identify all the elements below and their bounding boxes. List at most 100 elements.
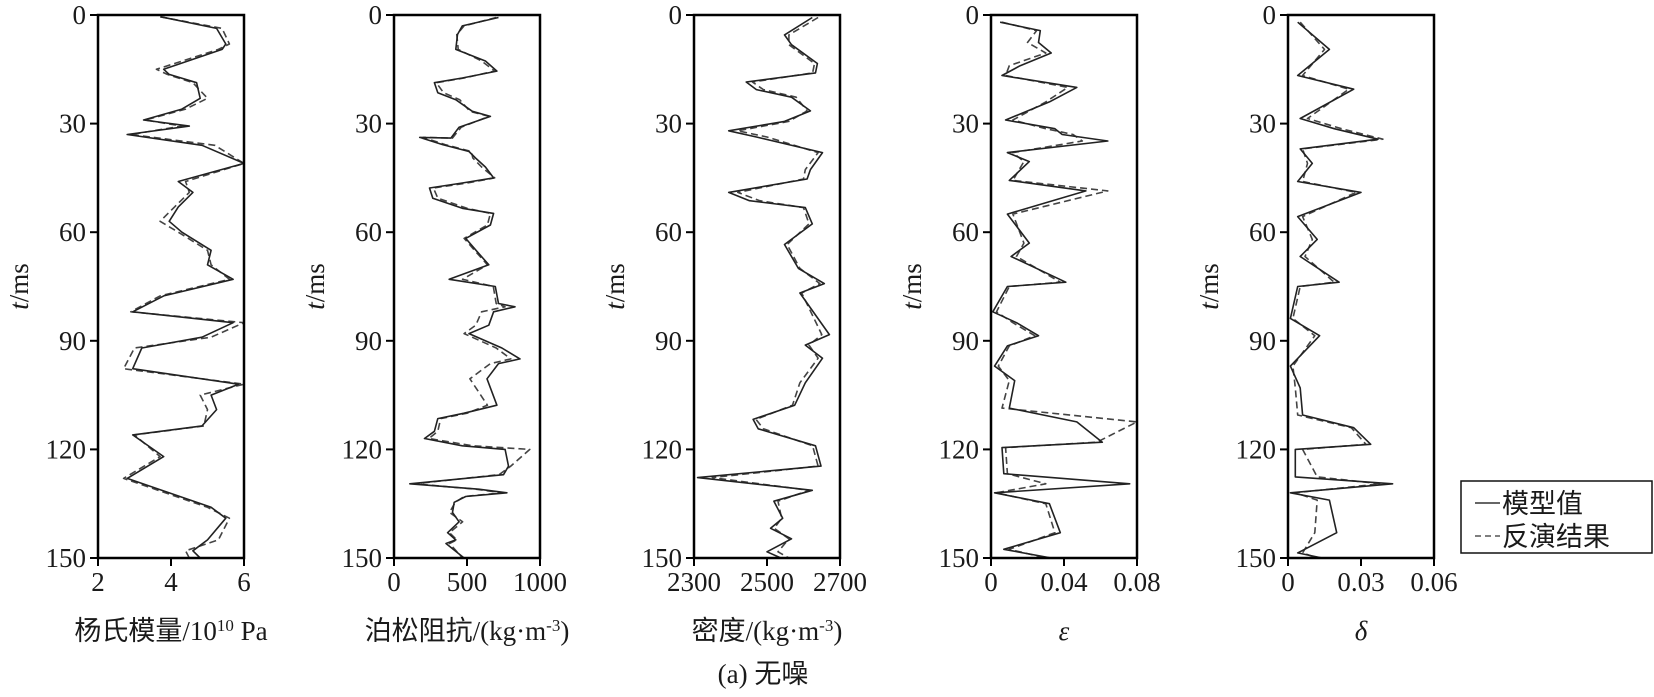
x-axis-label-main: 杨氏模量/10 [74,616,217,646]
x-tick-label: 0.08 [1113,567,1160,597]
x-tick-label: 0.04 [1040,567,1088,597]
x-tick-label: 2 [91,567,105,597]
y-tick-label: 0 [669,0,683,30]
y-tick-label: 120 [1236,434,1277,464]
y-tick-label: 30 [1249,109,1276,139]
y-tick-label: 150 [46,543,87,573]
x-tick-label: 0.03 [1337,567,1384,597]
y-axis-label: t/ms [600,263,630,310]
legend-label-inverted: 反演结果 [1502,522,1610,552]
x-tick-label: 1000 [513,567,567,597]
y-axis-label: t/ms [897,263,927,310]
y-axis-label-unit: /ms [600,263,630,302]
x-tick-label: 2500 [740,567,794,597]
y-tick-label: 30 [655,109,682,139]
x-axis-label: 杨氏模量/1010 Pa [74,616,267,647]
inverted-line [413,16,531,559]
y-tick-label: 120 [939,434,980,464]
y-axis-label-var: t [897,301,927,310]
inverted-line [995,21,1138,559]
y-tick-label: 150 [642,543,683,573]
y-tick-label: 150 [1236,543,1277,573]
plot-frame [1286,13,1436,560]
legend-label-model: 模型值 [1502,489,1583,519]
y-tick-label: 60 [655,217,682,247]
x-tick-label: 500 [447,567,488,597]
plot-frame [392,13,542,560]
x-tick-label: 6 [237,567,251,597]
y-tick-label: 120 [642,434,683,464]
x-axis-label-superscript: -3 [546,616,560,635]
inverted-line [1292,21,1384,559]
y-tick-label: 60 [1249,217,1276,247]
legend-box [1460,480,1653,554]
y-tick-label: 30 [59,109,86,139]
y-tick-label: 60 [355,217,382,247]
x-axis-label-tail: ) [560,616,569,646]
x-tick-label: 4 [164,567,178,597]
y-tick-label: 0 [73,0,87,30]
x-tick-label: 0 [984,567,998,597]
y-tick-label: 150 [342,543,383,573]
y-tick-label: 0 [966,0,980,30]
x-axis-label: 密度/(kg·m-3) [692,616,843,647]
model-line [408,16,521,559]
y-axis-label-var: t [1194,301,1224,310]
x-axis-label-tail: ) [833,616,842,646]
x-axis-label-main: δ [1355,616,1368,646]
x-axis-label: ε [1059,616,1070,646]
x-axis-label-tail: Pa [234,616,268,646]
x-tick-label: 2700 [813,567,867,597]
y-tick-label: 90 [655,326,682,356]
x-axis-label-superscript: -3 [819,616,833,635]
y-tick-label: 60 [952,217,979,247]
model-line [126,16,245,559]
y-axis-label-unit: /ms [4,263,34,302]
figure-caption: (a) 无噪 [718,659,809,689]
y-axis-label-var: t [4,301,34,310]
y-tick-label: 60 [59,217,86,247]
y-tick-label: 120 [46,434,87,464]
y-axis-label: t/ms [300,263,330,310]
x-tick-label: 0 [387,567,401,597]
x-tick-label: 0 [1281,567,1295,597]
x-axis-label-main: 泊松阻抗/(kg·m [365,616,547,646]
x-axis-label-main: ε [1059,616,1070,646]
y-tick-label: 30 [355,109,382,139]
x-axis-label-superscript: 10 [217,616,234,635]
y-axis-label-var: t [300,301,330,310]
y-tick-label: 90 [952,326,979,356]
y-axis-label: t/ms [1194,263,1224,310]
x-axis-label-main: 密度/(kg·m [692,616,820,646]
legend: 模型值 反演结果 [1460,480,1653,554]
y-axis-label-var: t [600,301,630,310]
model-line [991,21,1131,559]
y-tick-label: 0 [1263,0,1277,30]
plot-frame [96,13,246,560]
y-tick-label: 0 [369,0,383,30]
y-axis-label: t/ms [4,263,34,310]
y-axis-label-unit: /ms [897,263,927,302]
y-tick-label: 30 [952,109,979,139]
x-tick-label: 0.06 [1410,567,1457,597]
y-axis-label-unit: /ms [1194,263,1224,302]
y-tick-label: 90 [355,326,382,356]
x-axis-label: δ [1355,616,1368,646]
y-tick-label: 150 [939,543,980,573]
inverted-line [711,16,823,559]
x-axis-label: 泊松阻抗/(kg·m-3) [365,616,570,647]
y-tick-label: 120 [342,434,383,464]
x-tick-label: 2300 [667,567,721,597]
y-axis-label-unit: /ms [300,263,330,302]
model-line [696,16,831,559]
inverted-line [122,16,245,559]
y-tick-label: 90 [59,326,86,356]
model-line [1289,21,1394,559]
y-tick-label: 90 [1249,326,1276,356]
